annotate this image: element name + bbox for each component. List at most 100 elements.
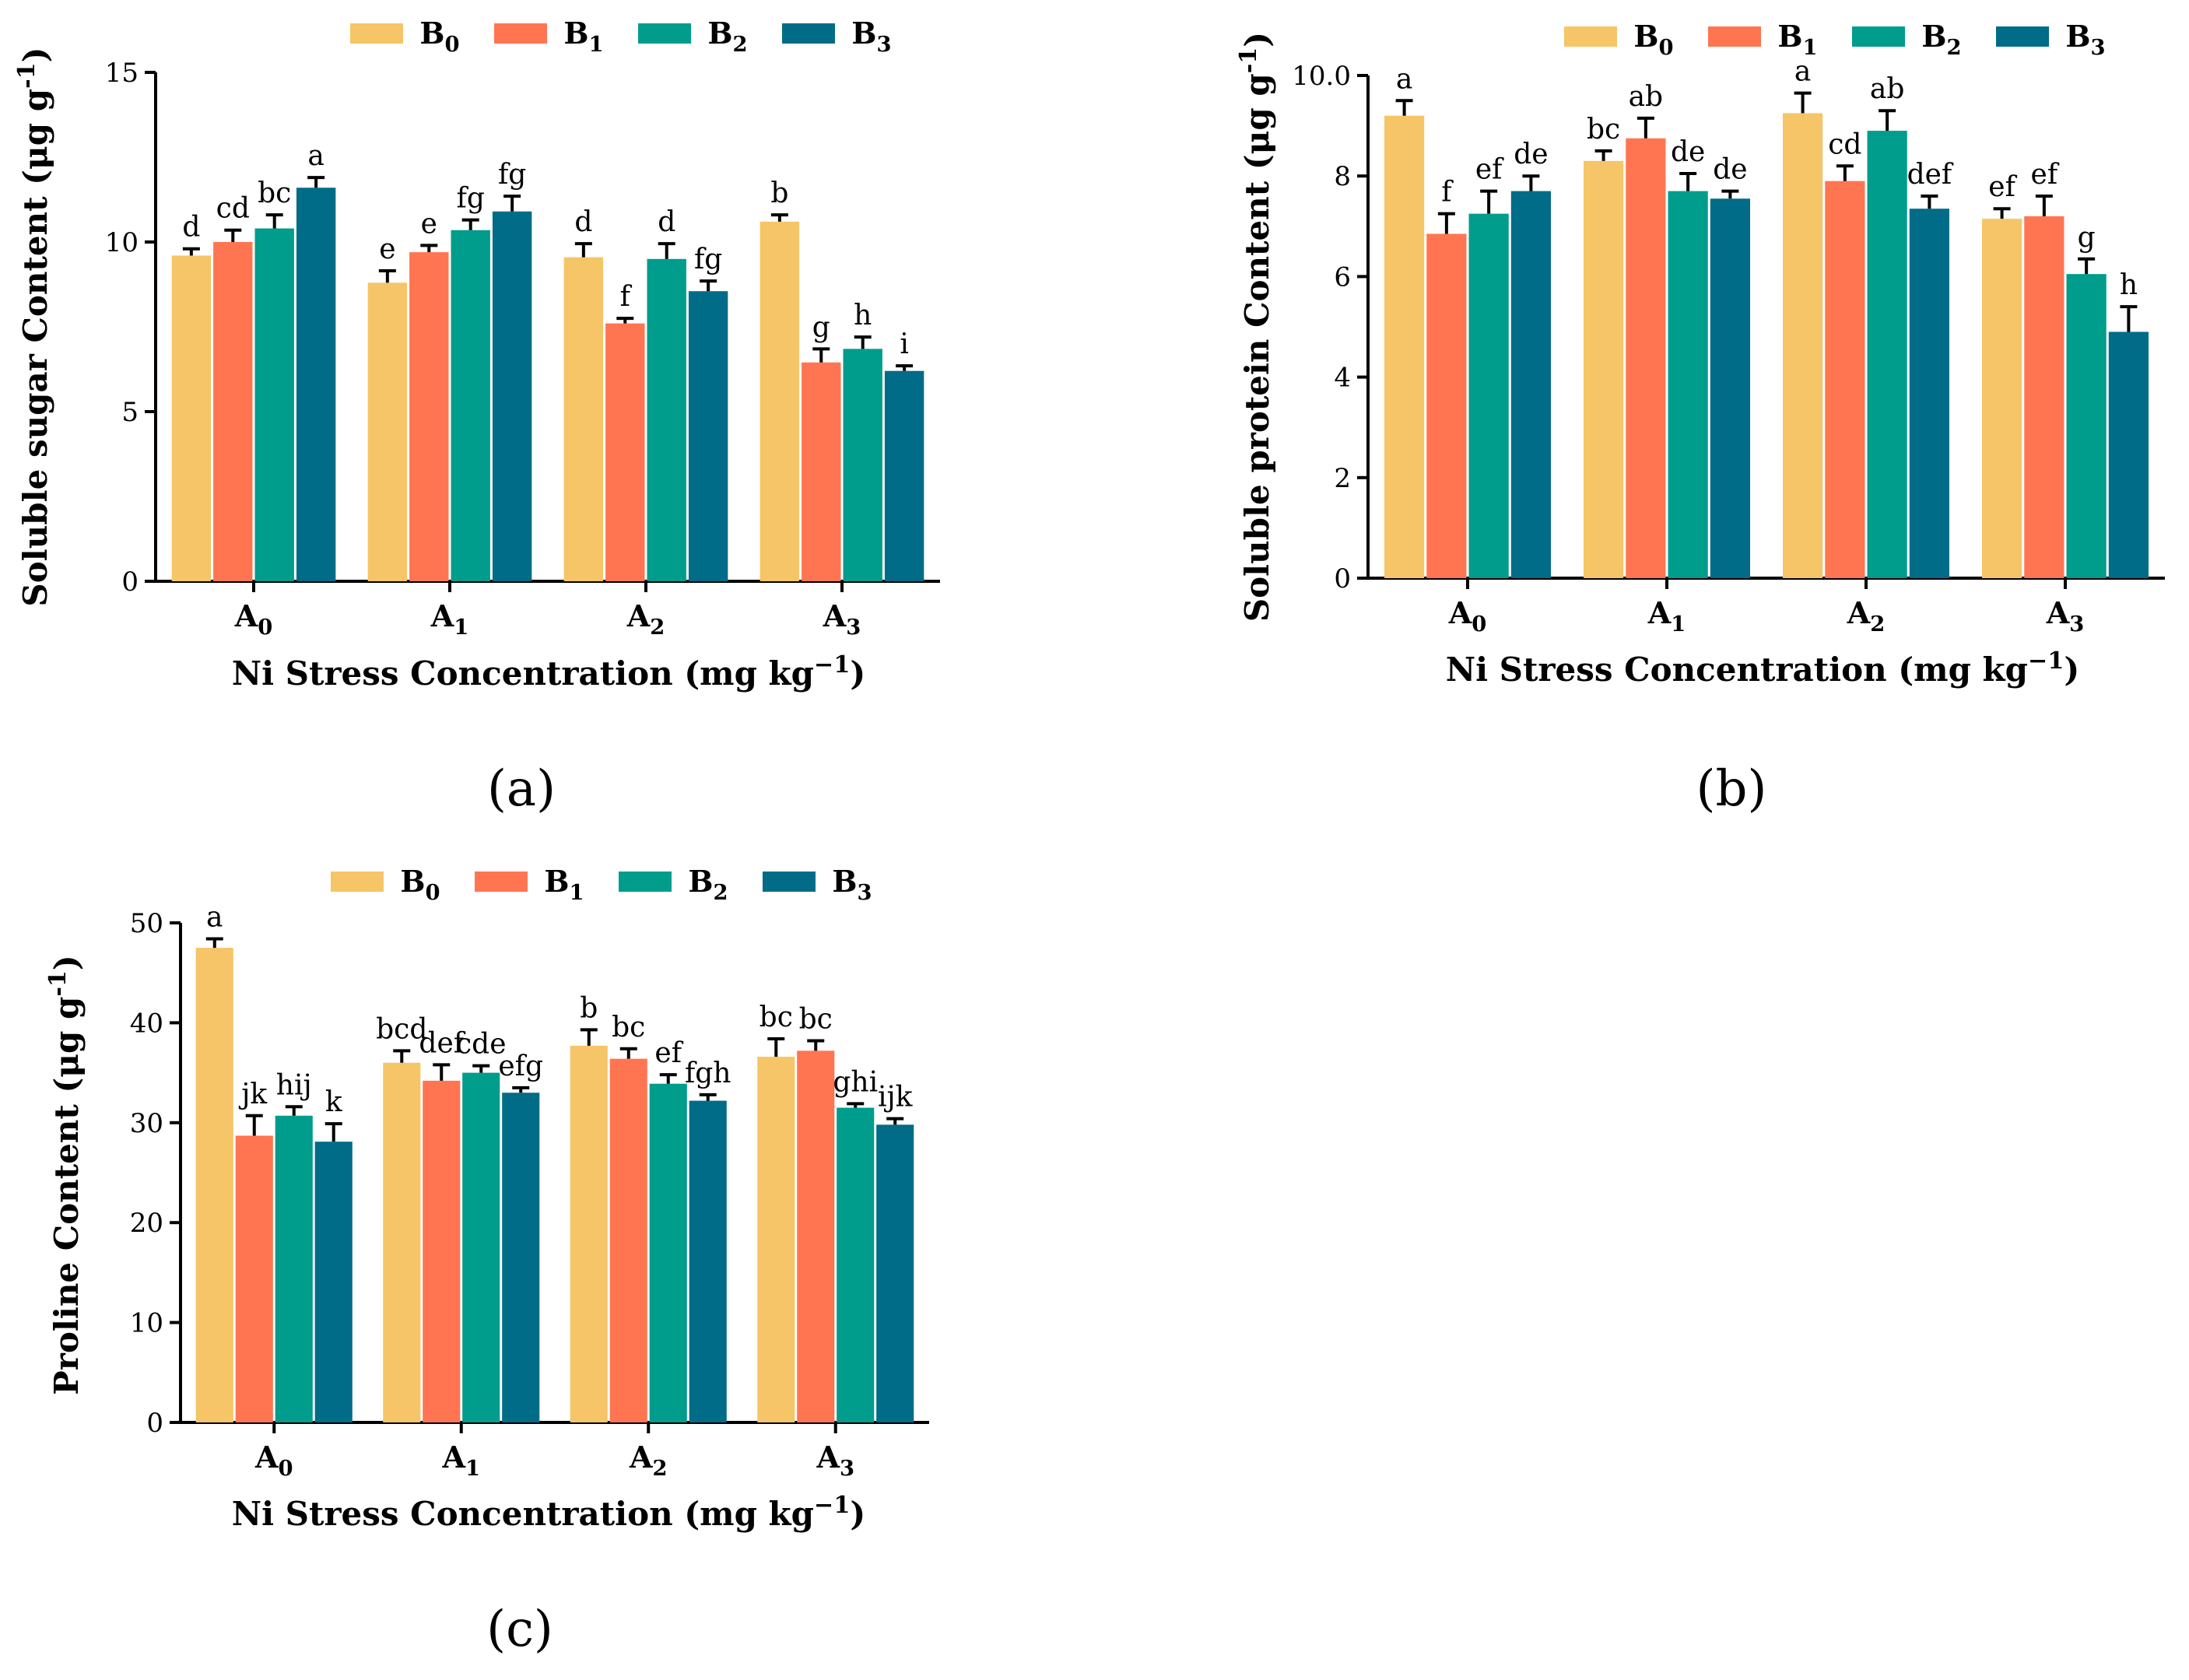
y-tick-label: 0 bbox=[1334, 563, 1351, 594]
significance-label: bc bbox=[258, 177, 291, 209]
x-tick-label: A3 bbox=[823, 598, 861, 640]
bar bbox=[423, 1080, 461, 1422]
bar bbox=[275, 1115, 313, 1422]
bar bbox=[171, 255, 212, 581]
significance-label: g bbox=[2078, 222, 2096, 254]
bar bbox=[843, 349, 882, 581]
significance-label: ijk bbox=[878, 1082, 914, 1114]
y-tick-label: 4 bbox=[1334, 363, 1351, 394]
bar bbox=[1468, 213, 1509, 578]
bar bbox=[688, 291, 728, 581]
significance-label: d bbox=[658, 206, 675, 238]
significance-label: b bbox=[770, 177, 788, 209]
bar bbox=[1782, 113, 1823, 578]
legend-swatch bbox=[1564, 26, 1617, 47]
y-tick-label: 10 bbox=[130, 1308, 163, 1339]
significance-label: ab bbox=[1629, 81, 1664, 113]
significance-label: bc bbox=[612, 1012, 645, 1043]
y-tick-label: 6 bbox=[1334, 261, 1351, 293]
bar bbox=[605, 323, 645, 581]
significance-label: i bbox=[900, 328, 909, 360]
legend-label: B3 bbox=[832, 864, 872, 905]
significance-label: f bbox=[620, 281, 633, 313]
y-tick-label: 15 bbox=[105, 58, 139, 89]
significance-label: ab bbox=[1870, 73, 1905, 105]
significance-label: bc bbox=[799, 1004, 833, 1036]
bar bbox=[451, 230, 490, 581]
x-tick-label: A0 bbox=[1448, 595, 1487, 637]
y-tick-label: 5 bbox=[121, 397, 139, 428]
significance-label: b bbox=[580, 992, 598, 1024]
x-axis-title: Ni Stress Concentration (mg kg−1) bbox=[232, 651, 866, 693]
y-tick-label: 10 bbox=[105, 227, 139, 258]
bar bbox=[759, 221, 800, 581]
significance-label: fg bbox=[498, 159, 526, 191]
legend-swatch bbox=[782, 23, 835, 44]
bar bbox=[647, 258, 686, 581]
legend-swatch bbox=[475, 872, 528, 892]
significance-label: ef bbox=[1475, 154, 1504, 186]
significance-label: de bbox=[1514, 139, 1548, 170]
bar bbox=[1710, 198, 1751, 578]
y-tick-label: 2 bbox=[1334, 463, 1351, 494]
x-axis-title: Ni Stress Concentration (mg kg−1) bbox=[232, 1492, 866, 1533]
significance-label: h bbox=[854, 300, 872, 331]
bar bbox=[2066, 274, 2107, 578]
legend-label: B2 bbox=[707, 16, 747, 57]
bar bbox=[235, 1135, 273, 1422]
significance-label: ghi bbox=[833, 1066, 878, 1098]
x-tick-label: A0 bbox=[254, 1440, 293, 1481]
x-axis-title: Ni Stress Concentration (mg kg−1) bbox=[1446, 647, 2080, 689]
x-tick-label: A2 bbox=[1847, 595, 1886, 637]
legend-swatch bbox=[638, 23, 691, 44]
bar bbox=[1583, 160, 1624, 578]
bar bbox=[213, 242, 253, 581]
bar bbox=[254, 228, 294, 581]
legend-swatch bbox=[331, 872, 384, 892]
significance-label: efg bbox=[498, 1050, 543, 1082]
legend-label: B2 bbox=[1921, 19, 1961, 60]
legend-label: B0 bbox=[1633, 19, 1673, 60]
x-tick-label: A2 bbox=[626, 598, 665, 640]
x-tick-label: A2 bbox=[629, 1440, 668, 1481]
bar bbox=[757, 1057, 795, 1422]
bar bbox=[1981, 219, 2022, 578]
y-tick-label: 20 bbox=[130, 1208, 163, 1239]
significance-label: fg bbox=[694, 244, 722, 275]
bar bbox=[195, 948, 233, 1422]
bar bbox=[367, 282, 408, 581]
bar bbox=[492, 211, 532, 581]
x-tick-label: A3 bbox=[816, 1440, 854, 1481]
significance-label: d bbox=[182, 212, 200, 244]
bar bbox=[462, 1072, 500, 1422]
bar bbox=[797, 1050, 835, 1422]
bar bbox=[1510, 191, 1552, 578]
x-tick-label: A0 bbox=[234, 598, 273, 640]
bar bbox=[409, 252, 449, 581]
bar bbox=[296, 188, 336, 582]
bar bbox=[2108, 331, 2149, 578]
bar bbox=[837, 1107, 875, 1422]
legend-swatch bbox=[350, 23, 403, 44]
bar bbox=[802, 362, 841, 581]
significance-label: def bbox=[1907, 159, 1954, 191]
significance-label: def bbox=[419, 1027, 465, 1059]
bar bbox=[1867, 131, 1907, 578]
bar bbox=[502, 1093, 540, 1422]
bar bbox=[383, 1062, 421, 1422]
legend-label: B0 bbox=[419, 16, 459, 57]
x-tick-label: A3 bbox=[2046, 595, 2085, 637]
significance-label: h bbox=[2120, 269, 2138, 301]
significance-label: de bbox=[1671, 136, 1705, 168]
significance-label: e bbox=[379, 233, 395, 265]
y-tick-label: 0 bbox=[146, 1408, 163, 1439]
y-tick-label: 8 bbox=[1334, 161, 1351, 192]
legend-label: B1 bbox=[544, 864, 584, 905]
significance-label: a bbox=[1396, 63, 1412, 95]
legend-swatch bbox=[1708, 26, 1761, 47]
legend-label: B1 bbox=[1777, 19, 1817, 60]
legend-swatch bbox=[763, 872, 816, 892]
